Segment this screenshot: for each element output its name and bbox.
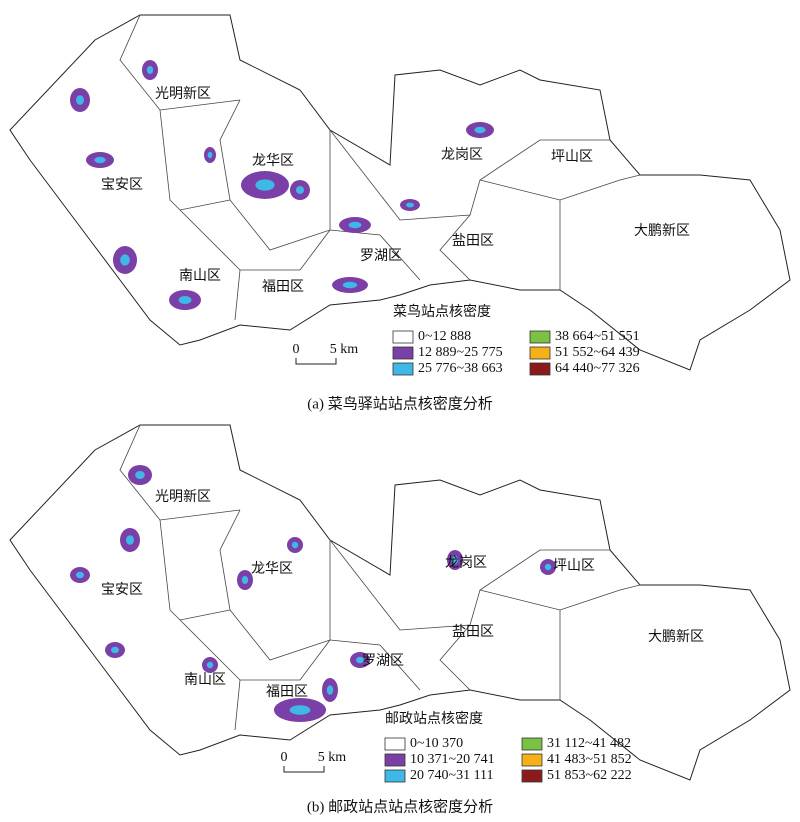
district-label: 光明新区 <box>155 489 211 505</box>
legend-swatch <box>521 753 543 767</box>
district-border <box>234 679 241 731</box>
district-label: 光明新区 <box>155 86 211 102</box>
map-outline <box>9 14 791 371</box>
district-label: 罗湖区 <box>362 653 404 669</box>
map-outline <box>9 424 791 781</box>
density-core <box>348 221 362 229</box>
density-core <box>451 556 459 564</box>
legend-swatch <box>529 362 551 376</box>
legend-label: 25 776~38 663 <box>418 361 503 376</box>
district-border <box>119 14 241 111</box>
legend-swatch <box>392 346 414 360</box>
district-label: 坪山区 <box>553 558 595 574</box>
density-core <box>544 563 552 571</box>
district-border <box>219 99 331 251</box>
density-core <box>241 576 249 584</box>
district-label: 龙华区 <box>252 153 294 169</box>
legend-swatch <box>392 362 414 376</box>
legend-label: 0~12 888 <box>418 329 471 344</box>
map-panel <box>9 424 791 781</box>
district-border <box>329 639 421 691</box>
district-border <box>219 509 331 661</box>
scale-start: 0 <box>281 750 288 765</box>
legend-swatch <box>392 330 414 344</box>
legend-label: 38 664~51 551 <box>555 329 640 344</box>
district-border <box>159 109 231 211</box>
legend-swatch <box>521 769 543 783</box>
legend-label: 20 740~31 111 <box>410 768 494 783</box>
density-core <box>76 571 84 579</box>
density-core <box>76 95 84 105</box>
district-label: 盐田区 <box>452 624 494 640</box>
caption: (a) 菜鸟驿站站点核密度分析 <box>307 395 492 412</box>
district-label: 福田区 <box>266 684 308 700</box>
district-border <box>119 424 241 521</box>
district-label: 罗湖区 <box>360 248 402 264</box>
district-label: 大鹏新区 <box>634 223 690 239</box>
legend-label: 51 853~62 222 <box>547 768 632 783</box>
legend-label: 64 440~77 326 <box>555 361 640 376</box>
district-border <box>439 624 471 691</box>
district-border <box>234 269 241 321</box>
density-core <box>111 646 119 654</box>
legend-label: 0~10 370 <box>410 736 463 751</box>
density-core <box>135 471 145 479</box>
scale-bar <box>283 766 325 773</box>
district-label: 宝安区 <box>101 582 143 598</box>
density-core <box>406 202 414 208</box>
district-label: 坪山区 <box>551 149 593 165</box>
scale-start: 0 <box>293 342 300 357</box>
legend-title: 菜鸟站点核密度 <box>393 303 491 320</box>
district-label: 龙岗区 <box>445 555 487 571</box>
district-border <box>439 214 471 281</box>
scale-end: 5 km <box>318 750 347 765</box>
district-label: 龙华区 <box>251 561 293 577</box>
legend-label: 12 889~25 775 <box>418 345 503 360</box>
legend-swatch <box>384 769 406 783</box>
district-border <box>329 129 610 221</box>
scale-bar <box>295 358 337 365</box>
district-border <box>329 539 610 631</box>
density-core <box>289 705 311 715</box>
legend-label: 41 483~51 852 <box>547 752 632 767</box>
density-core <box>120 254 130 266</box>
density-core <box>255 179 275 191</box>
density-core <box>296 186 304 194</box>
density-core <box>206 661 214 669</box>
district-label: 大鹏新区 <box>648 629 704 645</box>
district-border <box>159 519 231 621</box>
district-label: 宝安区 <box>101 177 143 193</box>
density-core <box>291 541 299 549</box>
density-core <box>326 685 334 695</box>
density-core <box>207 151 213 159</box>
scale-end: 5 km <box>330 342 359 357</box>
legend-label: 10 371~20 741 <box>410 752 495 767</box>
legend-swatch <box>384 753 406 767</box>
map-panel <box>9 14 791 371</box>
legend-label: 51 552~64 439 <box>555 345 640 360</box>
district-label: 盐田区 <box>452 233 494 249</box>
density-core <box>94 156 106 164</box>
legend-swatch <box>529 330 551 344</box>
district-border <box>479 174 641 201</box>
district-label: 南山区 <box>184 672 226 688</box>
legend-title: 邮政站点核密度 <box>385 710 483 727</box>
district-label: 福田区 <box>262 279 304 295</box>
density-core <box>178 296 192 304</box>
density-core <box>342 281 358 289</box>
caption: (b) 邮政站点站点核密度分析 <box>307 798 493 815</box>
density-core <box>126 535 134 545</box>
density-core <box>474 126 486 134</box>
district-border <box>479 584 641 611</box>
density-core <box>356 656 364 664</box>
legend-swatch <box>521 737 543 751</box>
district-label: 南山区 <box>179 268 221 284</box>
legend-swatch <box>384 737 406 751</box>
legend-label: 31 112~41 482 <box>547 736 631 751</box>
district-label: 龙岗区 <box>441 147 483 163</box>
legend-swatch <box>529 346 551 360</box>
density-core <box>146 66 154 74</box>
